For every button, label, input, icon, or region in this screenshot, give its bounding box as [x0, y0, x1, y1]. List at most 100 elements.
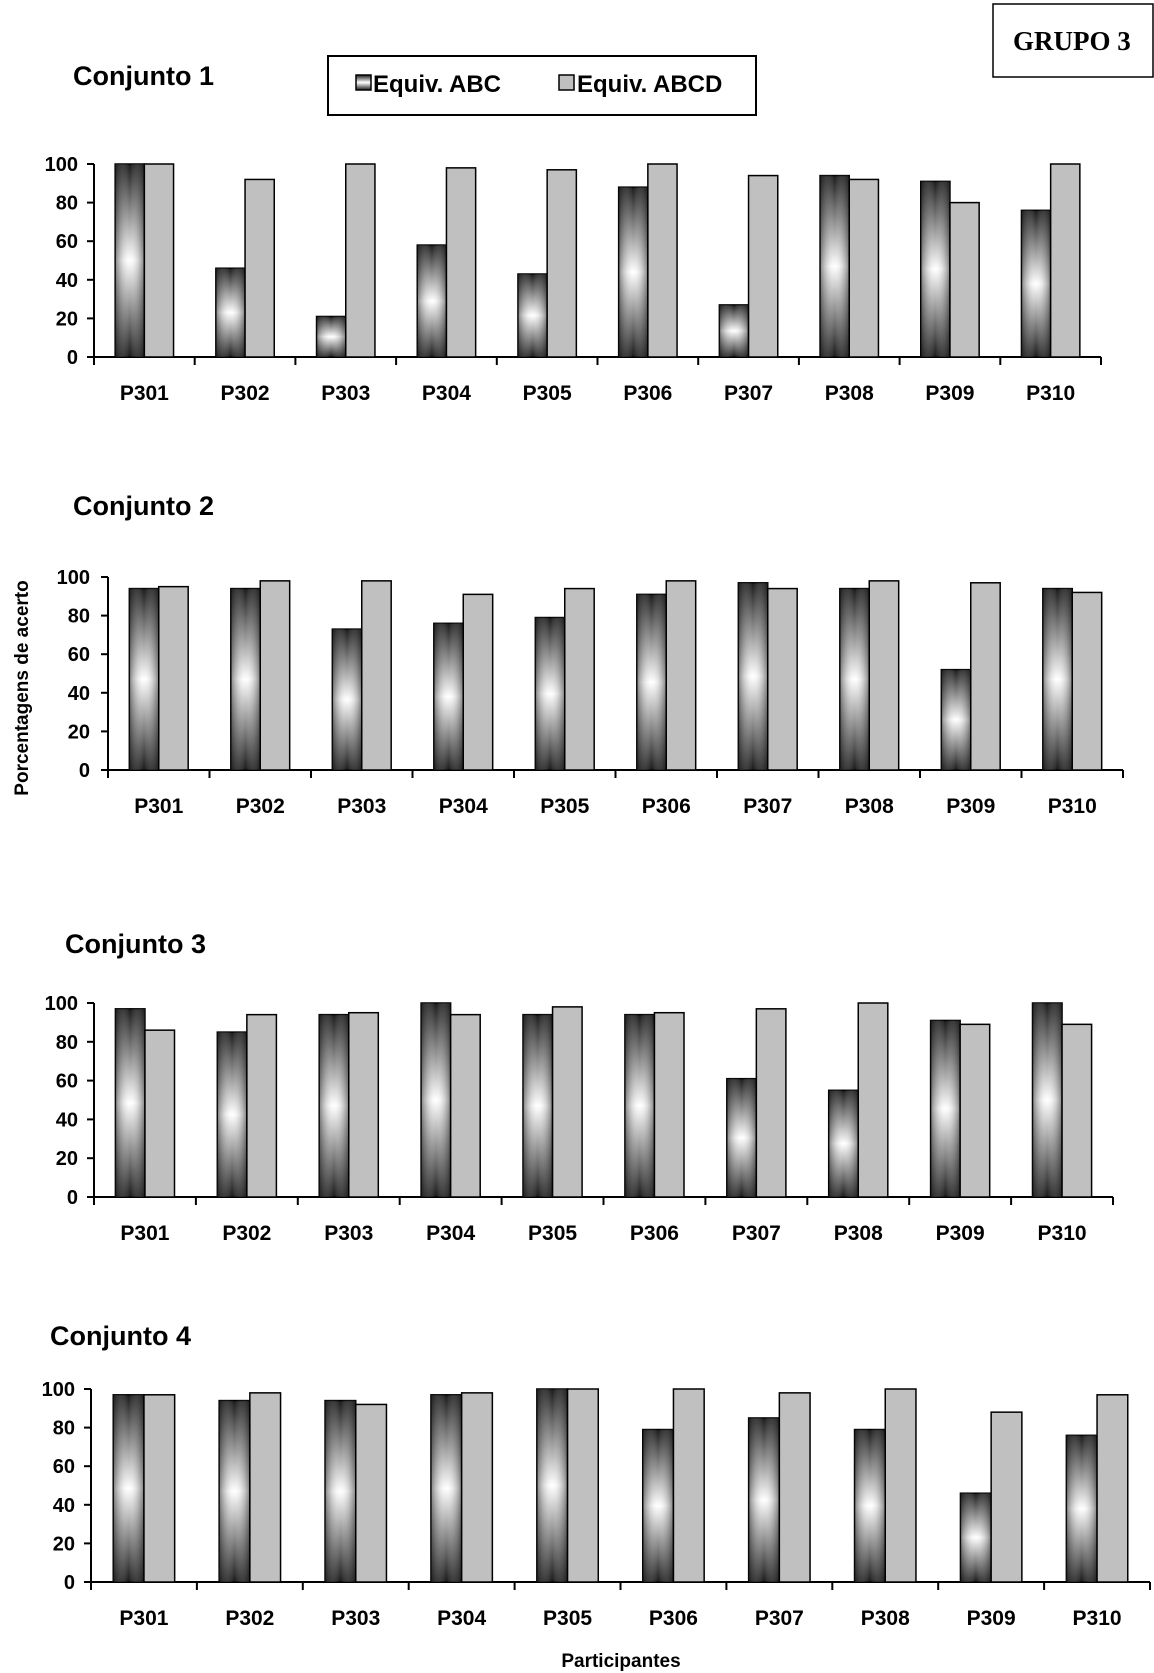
bar-abc-shade-p303	[332, 629, 362, 770]
bar-abcd-p306	[647, 163, 678, 358]
y-tick-label: 100	[42, 1379, 75, 1401]
x-tick-label: P303	[331, 1607, 380, 1630]
bar-abcd-p303	[361, 580, 392, 771]
bar-abcd-p305	[566, 1388, 600, 1583]
x-tick-label: P302	[236, 795, 285, 818]
bar-abcd-p303	[355, 1403, 388, 1583]
bar-abcd-p310	[1061, 1023, 1093, 1198]
bar-abc-shade-p310	[1021, 210, 1051, 357]
x-tick-label: P306	[630, 1222, 679, 1245]
chart-title: Conjunto 1	[73, 61, 214, 91]
bar-abcd-p308	[884, 1388, 917, 1583]
legend-label-abc: Equiv. ABC	[373, 71, 501, 98]
bar-abc-shade-p307	[738, 582, 768, 770]
bar-abc-shade-p307	[719, 304, 749, 357]
bar-abcd-p303	[345, 163, 376, 358]
x-tick-label: P305	[523, 382, 572, 405]
x-tick-label: P310	[1038, 1222, 1087, 1245]
bar-abc-shade-p306	[636, 594, 667, 770]
x-tick-label: P302	[222, 1222, 271, 1245]
bar-abc-shade-p302	[217, 1032, 247, 1197]
chart-title: Conjunto 4	[50, 1321, 191, 1351]
legend-swatch-abc	[355, 74, 372, 91]
x-tick-label: P305	[540, 795, 589, 818]
bar-abcd-p308	[857, 1002, 889, 1198]
y-tick-label: 40	[56, 270, 78, 292]
bar-abcd-p310	[1096, 1394, 1129, 1583]
bar-abc-shade-p301	[113, 1394, 144, 1582]
bar-abc-shade-p306	[624, 1014, 655, 1197]
y-tick-label: 60	[68, 644, 90, 666]
y-tick-label: 80	[53, 1418, 75, 1440]
bar-abcd-p301	[158, 585, 189, 771]
y-tick-label: 20	[53, 1533, 75, 1555]
y-tick-label: 0	[67, 1187, 78, 1209]
bar-abcd-p305	[546, 169, 578, 358]
bar-abcd-p306	[672, 1388, 705, 1583]
legend-label-abcd: Equiv. ABCD	[577, 71, 722, 98]
x-tick-label: P307	[743, 795, 792, 818]
bar-abcd-p306	[653, 1011, 685, 1198]
y-tick-label: 20	[56, 1148, 78, 1170]
y-tick-label: 100	[57, 567, 90, 589]
bar-abcd-p309	[959, 1023, 991, 1198]
bar-abc-shade-p309	[920, 181, 950, 357]
bar-abcd-p307	[767, 587, 798, 771]
bar-abcd-p302	[246, 1013, 278, 1198]
bar-abcd-p302	[244, 178, 276, 358]
y-tick-label: 40	[68, 683, 90, 705]
bar-abc-shade-p302	[219, 1400, 250, 1582]
bar-abcd-p307	[747, 174, 779, 358]
x-tick-label: P303	[337, 795, 386, 818]
y-tick-label: 0	[67, 347, 78, 369]
bar-abcd-p309	[990, 1411, 1023, 1583]
chart-conjunto-3: Conjunto 3 0 20 40 60 80 100 P301 P302 P303 P304 P3…	[45, 929, 1114, 1245]
bar-abc-shade-p304	[430, 1394, 462, 1582]
y-tick-label: 100	[45, 993, 78, 1015]
bar-abc-shade-p310	[1042, 588, 1073, 770]
x-tick-label: P310	[1026, 382, 1075, 405]
bar-abcd-p308	[848, 178, 880, 358]
bar-abc-shade-p304	[421, 1003, 451, 1197]
bar-abcd-p301	[143, 1394, 176, 1583]
x-tick-label: P309	[946, 795, 995, 818]
x-tick-label: P308	[861, 1607, 910, 1630]
x-axis-label: Participantes	[561, 1651, 680, 1672]
bar-abc-shade-p303	[316, 316, 346, 357]
bar-abcd-p302	[249, 1392, 282, 1583]
bar-abc-shade-p303	[319, 1014, 349, 1197]
bar-abcd-p309	[970, 582, 1001, 771]
bar-abcd-p309	[949, 201, 980, 358]
x-tick-label: P310	[1073, 1607, 1122, 1630]
x-tick-label: P307	[724, 382, 773, 405]
bar-abc-shade-p306	[642, 1429, 674, 1582]
bar-abc-shade-p303	[325, 1400, 356, 1582]
y-tick-label: 0	[64, 1572, 75, 1594]
x-tick-label: P305	[528, 1222, 577, 1245]
bar-abcd-p302	[259, 580, 291, 771]
bar-abc-shade-p309	[930, 1020, 961, 1197]
bar-abcd-p310	[1049, 163, 1081, 358]
x-tick-label: P309	[967, 1607, 1016, 1630]
group-label: GRUPO 3	[1013, 26, 1131, 56]
chart-title: Conjunto 2	[73, 491, 214, 521]
bar-abcd-p307	[778, 1392, 811, 1583]
legend-swatch-abcd	[558, 74, 575, 91]
y-tick-label: 20	[56, 308, 78, 330]
x-tick-label: P308	[845, 795, 894, 818]
x-tick-label: P303	[321, 382, 370, 405]
bar-abc-shade-p308	[820, 175, 850, 357]
bar-abc-shade-p308	[828, 1090, 859, 1197]
bar-abcd-p306	[665, 580, 697, 771]
x-tick-label: P310	[1048, 795, 1097, 818]
y-tick-label: 80	[68, 606, 90, 628]
chart-title: Conjunto 3	[65, 929, 206, 959]
bar-abc-shade-p302	[230, 588, 261, 770]
bar-abc-shade-p305	[536, 1389, 568, 1582]
bar-abc-shade-p310	[1032, 1003, 1063, 1197]
y-tick-label: 40	[56, 1109, 78, 1131]
bar-abc-shade-p310	[1066, 1435, 1098, 1582]
bar-abcd-p301	[143, 163, 175, 358]
bar-abcd-p308	[868, 580, 900, 771]
